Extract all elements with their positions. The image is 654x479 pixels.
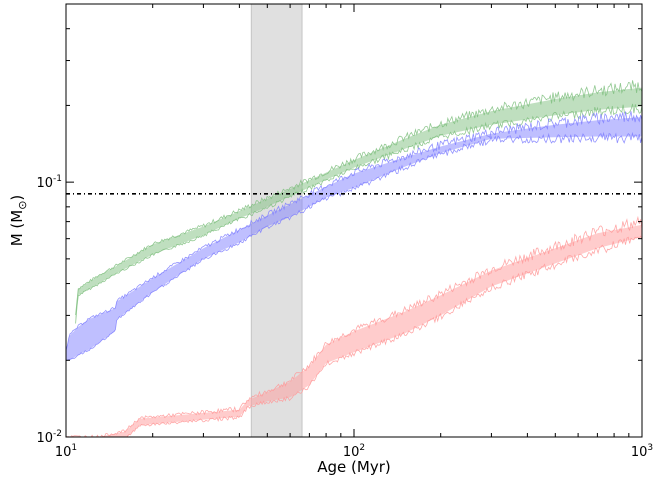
x-tick-label-base: 10 (631, 445, 648, 460)
plot-frame (65, 3, 643, 438)
x-tick-label-base: 10 (55, 445, 72, 460)
y-axis-label-close: ) (8, 195, 26, 201)
series-2-upper-edge (66, 215, 642, 437)
series-2-band (66, 224, 642, 437)
plot-area (66, 4, 642, 437)
y-tick-label-exp: -1 (53, 174, 62, 184)
x-tick-label-base: 10 (343, 445, 360, 460)
series-1-lower-edge (66, 131, 642, 361)
x-tick-label-exp: 3 (647, 443, 653, 453)
series-1-band (66, 117, 642, 361)
x-tick-label-exp: 1 (71, 443, 77, 453)
y-tick-label-base: 10 (36, 176, 53, 191)
x-tick-label: 103 (631, 443, 653, 460)
series-0 (75, 80, 642, 324)
y-tick-label-base: 10 (36, 431, 53, 446)
x-tick-label: 101 (55, 443, 77, 460)
series-0-upper-edge (75, 80, 642, 316)
x-tick-label-exp: 2 (359, 443, 365, 453)
x-tick-label: 102 (343, 443, 365, 460)
y-tick-label-exp: -2 (53, 429, 62, 439)
series-2 (66, 215, 642, 437)
y-axis-label-sub: ⊙ (16, 201, 29, 210)
series-2-lower-edge (126, 235, 642, 437)
y-axis-label: M (M⊙) (8, 195, 29, 247)
y-tick-label: 10-1 (36, 174, 62, 191)
series-0-lower-edge (75, 103, 642, 324)
series-0-band (75, 87, 642, 323)
y-axis-label-main: M (M (8, 210, 26, 247)
x-axis-label: Age (Myr) (317, 458, 390, 476)
y-tick-label: 10-2 (36, 429, 62, 446)
series-1-upper-edge (66, 111, 642, 351)
series-1 (66, 111, 642, 361)
